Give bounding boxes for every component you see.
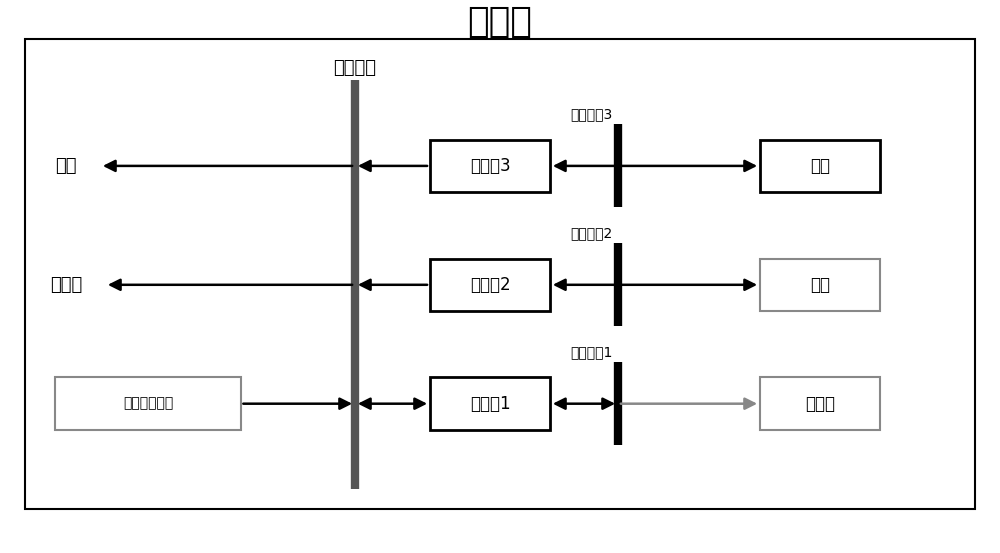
Bar <box>760 259 880 311</box>
Bar <box>430 378 550 430</box>
Text: 变流器2: 变流器2 <box>470 276 510 294</box>
Text: 交流母线: 交流母线 <box>334 59 376 77</box>
Text: 直流母线1: 直流母线1 <box>571 346 613 359</box>
Bar <box>25 39 975 509</box>
Text: 变流器1: 变流器1 <box>470 395 510 413</box>
Text: 光伏: 光伏 <box>810 276 830 294</box>
Text: 联供发电单元: 联供发电单元 <box>123 397 173 411</box>
Bar <box>430 140 550 192</box>
Text: 电负荷: 电负荷 <box>50 276 82 294</box>
Text: 电储能: 电储能 <box>805 395 835 413</box>
Bar <box>430 259 550 311</box>
Bar <box>55 378 240 430</box>
Text: 风机: 风机 <box>810 157 830 175</box>
Text: 直流母线3: 直流母线3 <box>571 108 613 122</box>
Text: 直流母线2: 直流母线2 <box>571 227 613 241</box>
Bar <box>760 140 880 192</box>
Text: 电母线: 电母线 <box>468 5 532 39</box>
Bar <box>760 378 880 430</box>
Text: 电网: 电网 <box>55 157 76 175</box>
Text: 变流器3: 变流器3 <box>470 157 510 175</box>
